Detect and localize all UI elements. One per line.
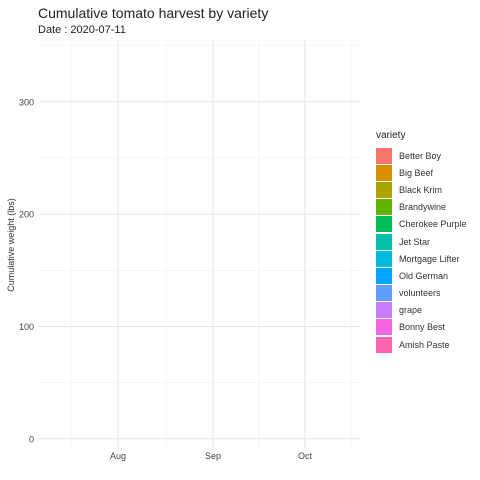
legend-item: Mortgage Lifter xyxy=(376,250,467,267)
legend-swatch xyxy=(376,164,392,181)
legend-item: Big Beef xyxy=(376,164,467,181)
legend-label: Bonny Best xyxy=(399,322,446,333)
legend-label: Cherokee Purple xyxy=(399,219,467,230)
legend-item: Cherokee Purple xyxy=(376,216,467,233)
legend-swatch xyxy=(376,216,392,233)
x-tick-label: Aug xyxy=(110,451,126,461)
legend-swatch xyxy=(376,285,392,302)
legend-label: Jet Star xyxy=(399,236,431,247)
legend-swatch xyxy=(376,147,392,164)
legend-label: Big Beef xyxy=(399,167,434,178)
legend: variety Better Boy Big Beef Black Krim Bran… xyxy=(376,130,467,353)
y-tick-label: 300 xyxy=(19,97,34,107)
legend-item: Amish Paste xyxy=(376,336,467,353)
legend-swatch xyxy=(376,302,392,319)
legend-label: grape xyxy=(399,305,423,316)
legend-item: Old German xyxy=(376,267,467,284)
legend-label: Mortgage Lifter xyxy=(399,253,460,264)
legend-item: Brandywine xyxy=(376,199,467,216)
legend-swatch xyxy=(376,250,392,267)
legend-item: Jet Star xyxy=(376,233,467,250)
legend-label: Brandywine xyxy=(399,202,447,213)
y-tick-label: 0 xyxy=(29,434,34,444)
legend-item: Bonny Best xyxy=(376,319,467,336)
legend-swatch xyxy=(376,319,392,336)
legend-item: Better Boy xyxy=(376,147,467,164)
chart-title: Cumulative tomato harvest by variety xyxy=(38,5,269,21)
legend-label: Amish Paste xyxy=(399,339,450,350)
legend-label: Better Boy xyxy=(399,150,442,161)
y-tick-label: 200 xyxy=(19,210,34,220)
legend-item: volunteers xyxy=(376,285,467,302)
legend-swatch xyxy=(376,267,392,284)
x-tick-label: Oct xyxy=(298,451,313,461)
legend-swatch xyxy=(376,233,392,250)
legend-swatch xyxy=(376,336,392,353)
legend-swatch xyxy=(376,199,392,216)
chart-subtitle: Date : 2020-07-11 xyxy=(38,24,126,36)
legend-item: Black Krim xyxy=(376,181,467,198)
legend-item: grape xyxy=(376,302,467,319)
legend-label: Black Krim xyxy=(399,184,443,195)
legend-label: Old German xyxy=(399,270,449,281)
legend-swatch xyxy=(376,181,392,198)
legend-label: volunteers xyxy=(399,288,441,299)
y-tick-label: 100 xyxy=(19,322,34,332)
legend-title: variety xyxy=(376,130,406,141)
x-tick-label: Sep xyxy=(205,451,221,461)
